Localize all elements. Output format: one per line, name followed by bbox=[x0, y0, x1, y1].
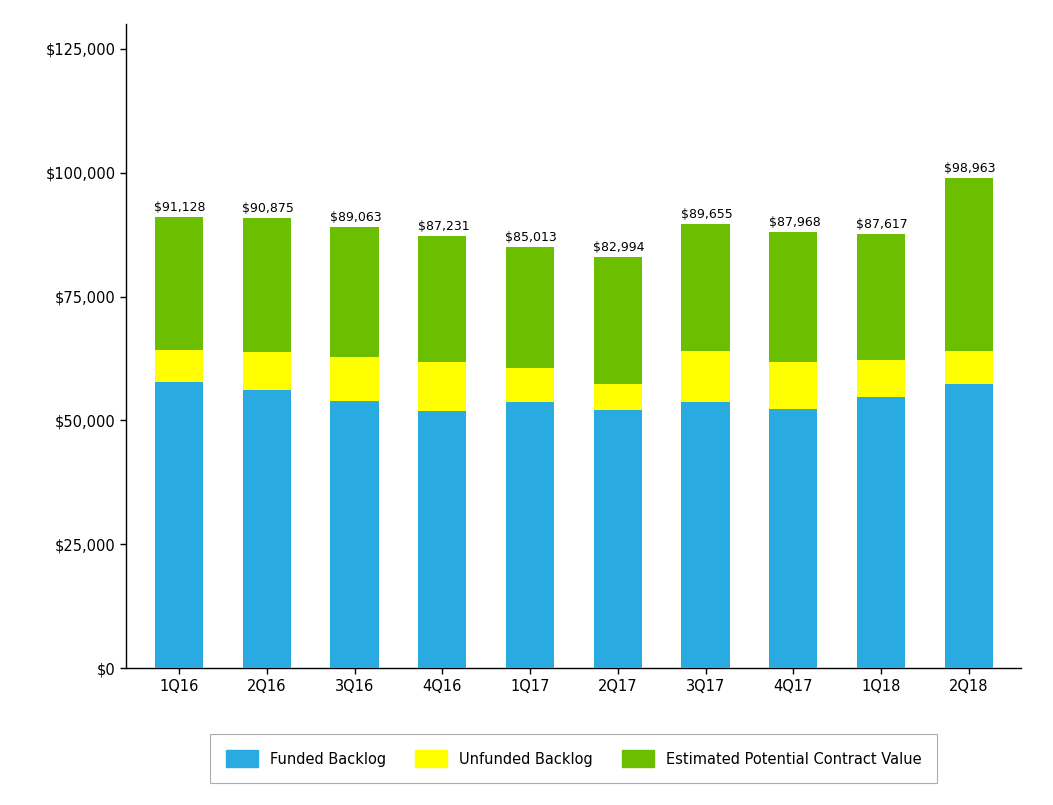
Text: $89,063: $89,063 bbox=[330, 211, 381, 224]
Bar bbox=[331, 227, 379, 357]
Bar bbox=[331, 401, 379, 668]
Text: $85,013: $85,013 bbox=[505, 231, 557, 244]
Bar bbox=[242, 352, 291, 390]
Bar bbox=[769, 409, 817, 668]
Bar bbox=[945, 178, 993, 351]
Bar bbox=[857, 397, 906, 668]
Text: $98,963: $98,963 bbox=[945, 162, 996, 175]
Bar bbox=[769, 233, 817, 362]
Bar bbox=[242, 390, 291, 668]
Text: $89,655: $89,655 bbox=[681, 208, 733, 221]
Text: $90,875: $90,875 bbox=[242, 202, 294, 215]
Bar bbox=[418, 362, 466, 411]
Bar bbox=[331, 357, 379, 401]
Bar bbox=[945, 351, 993, 384]
Bar bbox=[594, 410, 642, 668]
Bar bbox=[857, 234, 906, 360]
Bar bbox=[681, 351, 730, 402]
Text: $87,617: $87,617 bbox=[856, 218, 908, 231]
Bar bbox=[242, 218, 291, 352]
Bar bbox=[155, 382, 203, 668]
Legend: Funded Backlog, Unfunded Backlog, Estimated Potential Contract Value: Funded Backlog, Unfunded Backlog, Estima… bbox=[211, 734, 937, 783]
Bar bbox=[769, 362, 817, 409]
Bar bbox=[155, 349, 203, 382]
Bar bbox=[505, 402, 554, 668]
Bar bbox=[857, 360, 906, 397]
Bar bbox=[594, 384, 642, 410]
Bar bbox=[505, 368, 554, 402]
Text: $91,128: $91,128 bbox=[155, 200, 206, 214]
Bar bbox=[681, 402, 730, 668]
Bar bbox=[505, 247, 554, 368]
Text: $82,994: $82,994 bbox=[593, 241, 644, 254]
Bar bbox=[945, 384, 993, 668]
Bar bbox=[594, 257, 642, 384]
Bar bbox=[155, 217, 203, 349]
Bar bbox=[418, 411, 466, 668]
Text: $87,231: $87,231 bbox=[418, 220, 470, 233]
Text: $87,968: $87,968 bbox=[769, 217, 820, 229]
Bar bbox=[681, 224, 730, 351]
Bar bbox=[418, 236, 466, 362]
